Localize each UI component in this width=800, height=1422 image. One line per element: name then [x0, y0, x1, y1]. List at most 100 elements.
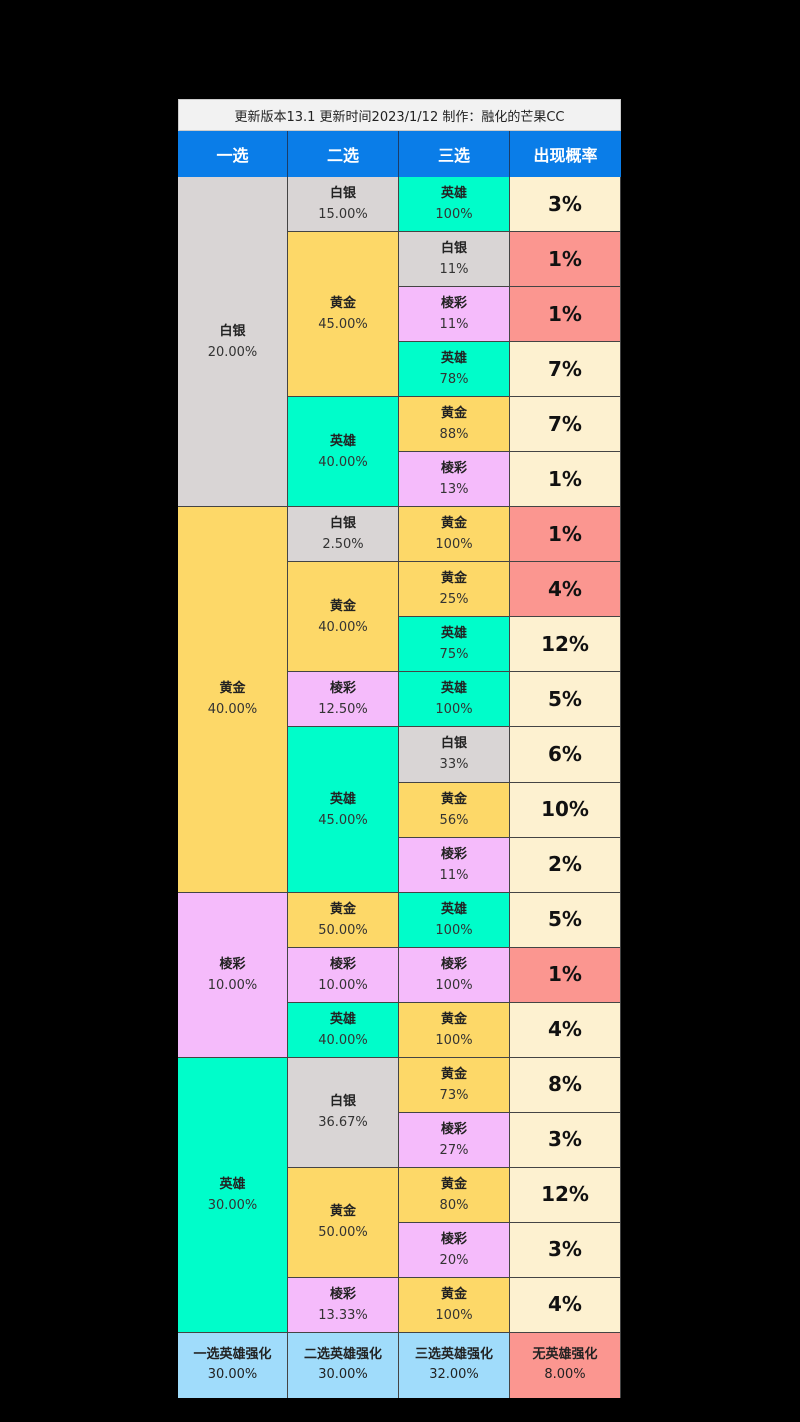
probability-cell: 1% [510, 287, 621, 343]
third-pick-cell: 黄金 73% [399, 1057, 510, 1113]
third-pick-cell: 白银 33% [399, 727, 510, 783]
value: 5% [548, 907, 582, 932]
value: 5% [548, 686, 582, 711]
footer-summary-cell: 二选英雄强化 30.00% [288, 1332, 399, 1398]
third-pick-cell: 黄金 56% [399, 782, 510, 838]
value: 1% [548, 962, 582, 987]
probability-cell: 8% [510, 1057, 621, 1113]
value: 1% [548, 246, 582, 271]
third-pick-cell: 黄金 100% [399, 507, 510, 563]
tier-name: 棱彩 [329, 681, 356, 697]
value: 73% [439, 1087, 469, 1103]
third-pick-cell: 黄金 100% [399, 1002, 510, 1058]
value: 100% [435, 1307, 473, 1323]
probability-cell: 1% [510, 452, 621, 508]
second-pick-cell: 棱彩 12.50% [288, 672, 399, 728]
third-pick-cell: 棱彩 11% [399, 287, 510, 343]
tier-name: 黄金 [219, 681, 246, 697]
tier-name: 英雄 [440, 351, 467, 367]
value: 13.33% [318, 1307, 368, 1323]
second-pick-cell: 棱彩 13.33% [288, 1277, 399, 1333]
value: 1% [548, 521, 582, 546]
probability-cell: 5% [510, 672, 621, 728]
value: 10.00% [207, 977, 258, 993]
value: 4% [548, 1017, 582, 1042]
value: 78% [439, 372, 469, 388]
value: 100% [435, 702, 473, 718]
tier-name: 白银 [440, 241, 467, 257]
probability-cell: 12% [510, 1167, 621, 1223]
value: 4% [548, 1292, 582, 1317]
third-pick-cell: 黄金 88% [399, 397, 510, 453]
third-pick-cell: 英雄 78% [399, 342, 510, 398]
third-pick-cell: 棱彩 20% [399, 1222, 510, 1278]
second-pick-cell: 英雄 45.00% [288, 727, 399, 893]
tier-name: 英雄 [329, 1011, 356, 1027]
value: 25% [439, 592, 469, 608]
tier-name: 黄金 [440, 1066, 467, 1082]
tier-name: 白银 [219, 323, 246, 339]
value: 12% [541, 631, 589, 656]
second-pick-cell: 黄金 50.00% [288, 892, 399, 948]
summary-label: 二选英雄强化 [303, 1347, 382, 1363]
third-pick-cell: 英雄 75% [399, 617, 510, 673]
value: 13% [439, 482, 469, 498]
value: 7% [548, 411, 582, 436]
first-pick-cell: 棱彩 10.00% [178, 892, 288, 1058]
third-pick-cell: 棱彩 27% [399, 1112, 510, 1168]
augment-probability-table: 更新版本13.1 更新时间2023/1/12 制作：融化的芒果CC 一选 二选 … [178, 99, 621, 1398]
probability-cell: 7% [510, 342, 621, 398]
tier-name: 棱彩 [219, 956, 246, 972]
footer-summary-cell: 三选英雄强化 32.00% [399, 1332, 510, 1398]
tier-name: 黄金 [329, 296, 356, 312]
tier-name: 棱彩 [440, 846, 467, 862]
second-pick-cell: 英雄 40.00% [288, 397, 399, 508]
tier-name: 棱彩 [440, 956, 467, 972]
header-third-pick: 三选 [399, 131, 510, 177]
value: 56% [439, 812, 469, 828]
value: 33% [439, 757, 469, 773]
probability-cell: 10% [510, 782, 621, 838]
value: 10% [541, 797, 589, 822]
table-footer: 一选英雄强化 30.00% 二选英雄强化 30.00% 三选英雄强化 32.00% 无英雄强… [178, 1332, 621, 1398]
second-pick-cell: 黄金 40.00% [288, 562, 399, 673]
summary-value: 32.00% [429, 1367, 479, 1383]
first-pick-cell: 英雄 30.00% [178, 1057, 288, 1333]
third-pick-cell: 黄金 25% [399, 562, 510, 618]
first-pick-cell: 黄金 40.00% [178, 507, 288, 893]
second-pick-cell: 黄金 45.00% [288, 232, 399, 398]
summary-value: 30.00% [207, 1367, 258, 1383]
probability-cell: 4% [510, 1277, 621, 1333]
second-pick-cell: 白银 15.00% [288, 177, 399, 233]
summary-label: 无英雄强化 [532, 1347, 598, 1363]
tier-name: 棱彩 [329, 956, 356, 972]
value: 2% [548, 852, 582, 877]
header-second-pick: 二选 [288, 131, 399, 177]
tier-name: 白银 [329, 1094, 356, 1110]
value: 36.67% [318, 1115, 368, 1131]
tier-name: 白银 [440, 736, 467, 752]
probability-cell: 1% [510, 507, 621, 563]
value: 7% [548, 356, 582, 381]
value: 88% [439, 427, 469, 443]
value: 100% [435, 537, 473, 553]
tier-name: 黄金 [440, 1011, 467, 1027]
footer-summary-cell: 一选英雄强化 30.00% [178, 1332, 288, 1398]
value: 20% [439, 1252, 469, 1268]
summary-label: 三选英雄强化 [414, 1347, 493, 1363]
probability-cell: 1% [510, 232, 621, 288]
value: 40.00% [207, 702, 258, 718]
tier-name: 英雄 [440, 186, 467, 202]
value: 100% [435, 207, 473, 223]
second-pick-cell: 英雄 40.00% [288, 1002, 399, 1058]
tier-name: 黄金 [440, 1176, 467, 1192]
value: 8% [548, 1072, 582, 1097]
value: 75% [439, 647, 469, 663]
probability-cell: 3% [510, 1222, 621, 1278]
tier-name: 棱彩 [329, 1286, 356, 1302]
probability-cell: 12% [510, 617, 621, 673]
value: 50.00% [318, 922, 368, 938]
second-pick-cell: 黄金 50.00% [288, 1167, 399, 1278]
probability-cell: 4% [510, 1002, 621, 1058]
value: 11% [439, 262, 469, 278]
